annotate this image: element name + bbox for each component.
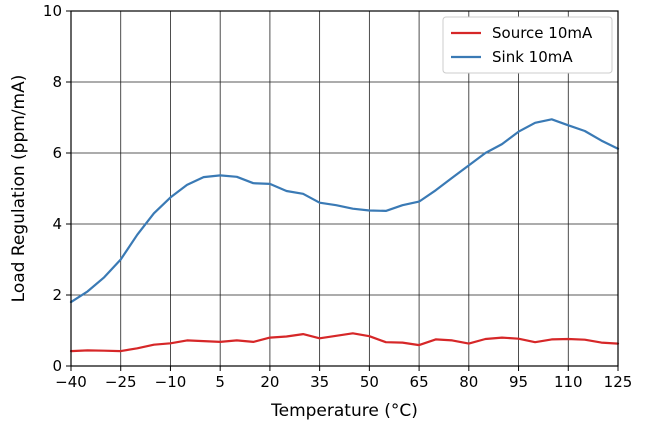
ticks: −40 −25 −10 5 20 35 50 65 80 95 110 125 0 2 4 6 8 10	[43, 2, 632, 391]
y-tick-label: 4	[52, 215, 62, 233]
y-tick-label: 6	[52, 144, 62, 162]
x-tick-label: 110	[554, 373, 583, 391]
y-tick-label: 10	[43, 2, 62, 20]
y-tick-label: 0	[52, 357, 62, 375]
y-tick-label: 8	[52, 73, 62, 91]
x-tick-label: 80	[459, 373, 478, 391]
series-layer	[69, 118, 620, 353]
x-tick-label: 125	[604, 373, 633, 391]
x-tick-label: −25	[105, 373, 137, 391]
x-tick-label: −10	[155, 373, 187, 391]
series-line-2	[69, 118, 620, 304]
y-axis-label: Load Regulation (ppm/mA)	[9, 75, 29, 303]
plot-frame	[70, 10, 619, 367]
legend: Source 10mA Sink 10mA	[442, 16, 613, 74]
x-tick-label: 20	[260, 373, 279, 391]
legend-label: Sink 10mA	[492, 48, 573, 66]
y-tick-label: 2	[52, 286, 62, 304]
x-tick-label: 95	[509, 373, 528, 391]
x-tick-label: −40	[55, 373, 87, 391]
legend-label: Source 10mA	[492, 24, 593, 42]
x-tick-label: 65	[410, 373, 429, 391]
x-tick-label: 50	[360, 373, 379, 391]
x-tick-label: 5	[215, 373, 225, 391]
series-line-1	[69, 332, 620, 353]
x-axis-label: Temperature (°C)	[270, 401, 418, 421]
legend-box	[442, 16, 613, 74]
x-tick-label: 35	[310, 373, 329, 391]
